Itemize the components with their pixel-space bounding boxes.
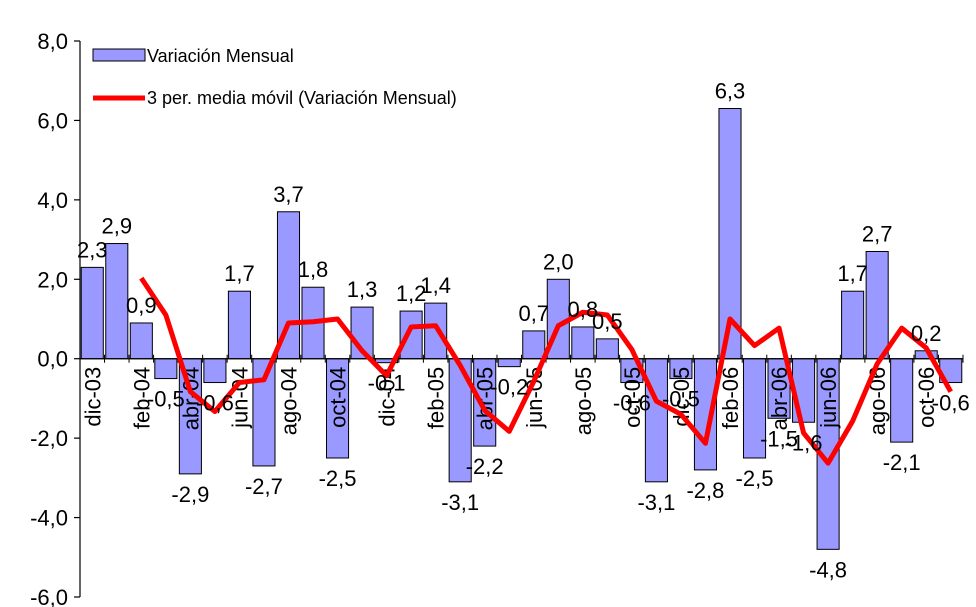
data-label: -3,1	[637, 490, 675, 515]
data-label: 0,8	[568, 297, 599, 322]
data-label: 0,7	[518, 301, 549, 326]
x-tick-label: dic-03	[80, 367, 105, 427]
data-label: 0,9	[126, 293, 157, 318]
data-label: 2,3	[77, 237, 108, 262]
data-label: 1,2	[396, 281, 427, 306]
data-label: 2,0	[543, 249, 574, 274]
data-label: -0,6	[196, 391, 234, 416]
data-label: 3,7	[273, 182, 304, 207]
bar	[571, 326, 595, 360]
bar	[424, 302, 448, 360]
bar	[890, 358, 914, 443]
x-tick-label: ago-05	[571, 367, 596, 436]
data-label: -0,2	[490, 375, 528, 400]
bar-series	[80, 108, 963, 550]
moving-average-series	[139, 276, 953, 466]
x-tick-label: feb-05	[424, 367, 449, 429]
y-tick-label: -4,0	[30, 506, 68, 531]
data-label: -0,6	[932, 391, 970, 416]
data-label: -0,1	[368, 371, 406, 396]
data-label: 1,8	[298, 257, 329, 282]
data-label: 6,3	[715, 79, 746, 104]
bar	[399, 310, 423, 360]
data-label: -3,1	[441, 490, 479, 515]
data-label: -1,5	[760, 426, 798, 451]
data-label: -2,9	[171, 482, 209, 507]
legend: Variación Mensual 3 per. media móvil (Va…	[92, 46, 457, 108]
legend-label-bar: Variación Mensual	[147, 46, 294, 66]
data-label: -2,5	[736, 466, 774, 491]
x-tick-label: feb-06	[718, 367, 743, 429]
bar	[227, 290, 251, 360]
data-label: 1,3	[347, 277, 378, 302]
data-label: 2,7	[862, 221, 893, 246]
bar	[203, 358, 227, 384]
x-tick-label: feb-04	[129, 367, 154, 429]
y-tick-label: 6,0	[37, 108, 68, 133]
bar	[497, 358, 521, 368]
x-tick-label: oct-04	[326, 367, 351, 428]
data-labels: 2,32,9 0,9 -0,5 -2,9 -0,6 1,7 -2,7 3,7 1,8 -2,5 1,…	[77, 79, 970, 583]
data-label: -0,5	[147, 387, 185, 412]
data-label: -2,2	[466, 454, 504, 479]
y-tick-label: 4,0	[37, 188, 68, 213]
legend-swatch-bar	[92, 48, 146, 62]
bar	[841, 290, 865, 360]
bar	[154, 358, 178, 380]
y-tick-label: 8,0	[37, 29, 68, 54]
moving-average-line	[139, 276, 953, 466]
data-label: 1,7	[837, 261, 868, 286]
bar	[644, 358, 668, 483]
data-label: 1,7	[224, 261, 255, 286]
data-label: -0,5	[662, 387, 700, 412]
x-tick-label: oct-06	[914, 367, 939, 428]
data-label: -2,7	[245, 474, 283, 499]
axes: 8,0 6,0 4,0 2,0 0,0 -2,0 -4,0 -6,0 dic-03 feb-04 a…	[30, 29, 964, 607]
data-label: -4,8	[809, 557, 847, 582]
x-tick-label: abr-06	[767, 367, 792, 431]
x-tick-label: jun-06	[816, 367, 841, 429]
x-tick-label: jun-04	[227, 367, 252, 429]
data-label: 2,9	[101, 214, 132, 239]
data-label: 0,2	[911, 321, 942, 346]
y-tick-label: 2,0	[37, 267, 68, 292]
data-label: 1,4	[420, 273, 451, 298]
data-label: 0,5	[592, 309, 623, 334]
legend-label-line: 3 per. media móvil (Variación Mensual)	[147, 88, 457, 108]
y-tick-label: -6,0	[30, 585, 68, 607]
bar	[595, 338, 619, 360]
x-tick-label: oct-05	[620, 367, 645, 428]
bar	[522, 330, 546, 360]
data-label: -2,8	[686, 478, 724, 503]
bar	[865, 250, 889, 360]
data-label: -2,5	[319, 466, 357, 491]
bar	[105, 243, 129, 360]
bar	[80, 266, 104, 360]
y-tick-label: 0,0	[37, 347, 68, 372]
data-label: -2,1	[883, 450, 921, 475]
bar	[129, 322, 153, 360]
data-label: -0,6	[613, 391, 651, 416]
x-tick-label: ago-04	[276, 367, 301, 436]
data-label: -1,6	[785, 430, 823, 455]
y-tick-label: -2,0	[30, 426, 68, 451]
